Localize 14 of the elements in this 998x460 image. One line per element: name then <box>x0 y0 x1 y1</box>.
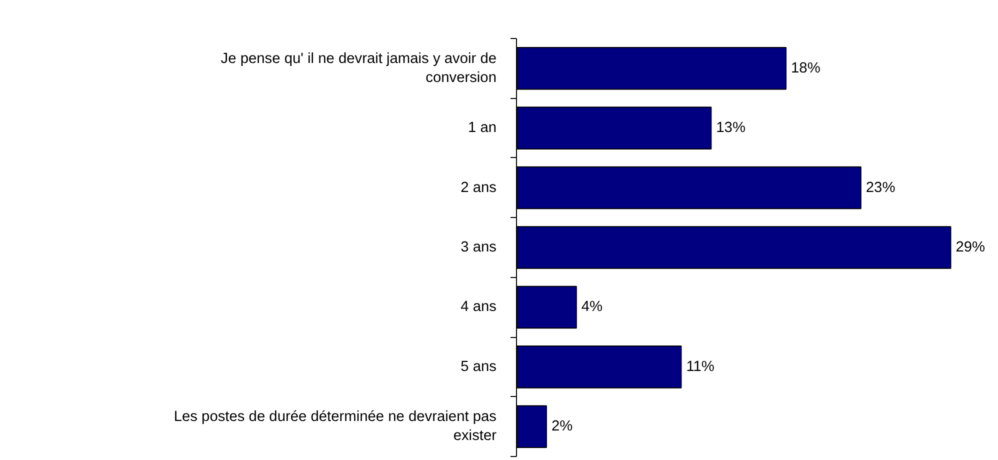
y-tick-label: 4 ans <box>460 299 497 316</box>
data-label: 11% <box>686 358 714 375</box>
y-tick-label: 2 ans <box>460 180 497 196</box>
y-tick-label: 5 ans <box>460 358 497 375</box>
y-tick-label: 1 an <box>468 120 497 136</box>
data-label: 2% <box>551 418 573 435</box>
data-label: 18% <box>791 60 820 76</box>
y-tick-label: 3 ans <box>460 240 497 256</box>
data-label: 29% <box>956 240 986 256</box>
data-label: 4% <box>581 299 603 316</box>
data-label: 13% <box>716 120 746 136</box>
y-tick-label: Les postes de durée déterminée ne devraient pas exister <box>174 409 497 444</box>
y-tick-label: Je pense qu' il ne devrait jamais y avoir de conversion <box>220 50 497 86</box>
data-label: 23% <box>866 180 896 196</box>
